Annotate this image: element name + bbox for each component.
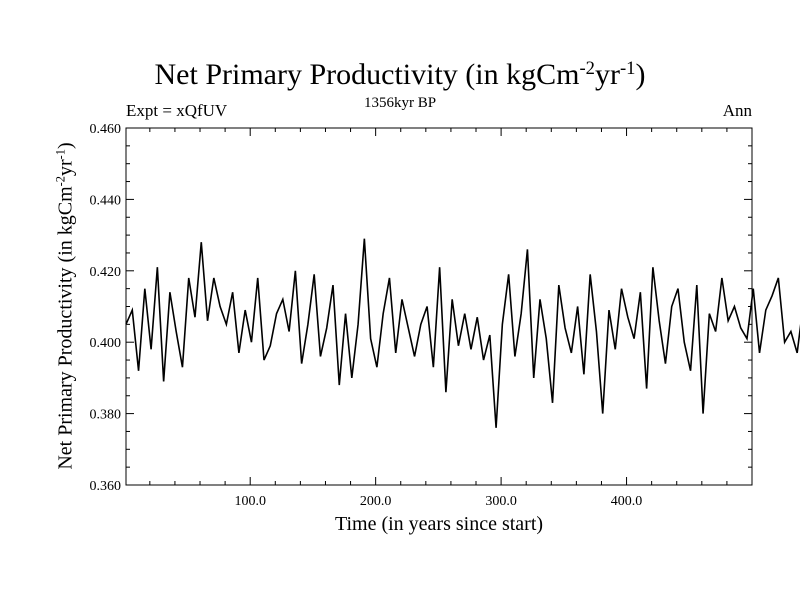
y-tick-label: 0.440 <box>90 193 122 208</box>
y-tick-label: 0.460 <box>90 122 122 137</box>
series-line-0 <box>125 238 800 428</box>
y-tick-label: 0.400 <box>90 336 122 351</box>
x-tick-label: 100.0 <box>234 494 266 509</box>
y-tick-label: 0.380 <box>90 408 122 423</box>
season-label: Ann <box>722 101 752 120</box>
y-axis-label: Net Primary Productivity (in kgCm-2yr-1) <box>53 142 77 470</box>
x-tick-label: 200.0 <box>360 494 392 509</box>
chart-subtitle: 1356kyr BP <box>363 95 437 111</box>
y-tick-label: 0.360 <box>90 479 122 494</box>
x-axis-label: Time (in years since start) <box>334 513 544 535</box>
y-tick-label: 0.420 <box>90 265 122 280</box>
chart-title: Net Primary Productivity (in kgCm-2yr-1) <box>154 57 646 91</box>
experiment-label: Expt = xQfUV <box>126 101 228 120</box>
x-tick-label: 300.0 <box>485 494 517 509</box>
x-tick-label: 400.0 <box>611 494 643 509</box>
